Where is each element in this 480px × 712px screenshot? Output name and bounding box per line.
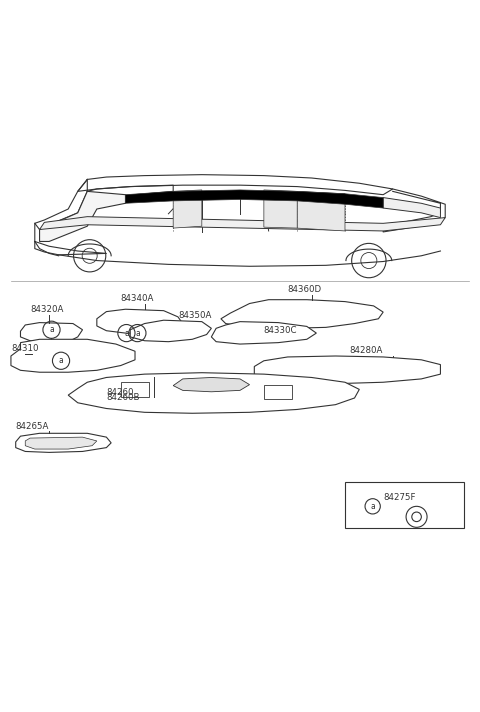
Text: a: a — [370, 502, 375, 511]
Text: 84330C: 84330C — [264, 325, 298, 335]
Text: 84310: 84310 — [11, 344, 38, 353]
Polygon shape — [120, 382, 149, 397]
Text: 84275F: 84275F — [383, 493, 416, 501]
Text: 84260B: 84260B — [107, 393, 140, 402]
Polygon shape — [173, 190, 202, 228]
Text: 84260: 84260 — [107, 387, 134, 397]
Polygon shape — [264, 190, 297, 228]
Polygon shape — [264, 384, 292, 399]
FancyBboxPatch shape — [345, 483, 464, 528]
Polygon shape — [254, 356, 441, 384]
Polygon shape — [11, 340, 135, 372]
Polygon shape — [125, 190, 383, 208]
Polygon shape — [25, 437, 97, 449]
Polygon shape — [221, 300, 383, 328]
Text: a: a — [59, 356, 63, 365]
Polygon shape — [383, 197, 441, 218]
Polygon shape — [39, 192, 125, 241]
Polygon shape — [97, 309, 183, 333]
Polygon shape — [211, 322, 316, 344]
Text: 84350A: 84350A — [178, 311, 211, 320]
Polygon shape — [297, 192, 345, 231]
Text: 84340A: 84340A — [120, 293, 154, 303]
Polygon shape — [16, 434, 111, 452]
Text: 84265A: 84265A — [16, 422, 49, 431]
Polygon shape — [21, 323, 83, 342]
Polygon shape — [130, 320, 211, 342]
Text: a: a — [124, 329, 129, 337]
Polygon shape — [173, 377, 250, 392]
Text: a: a — [135, 329, 140, 337]
Polygon shape — [39, 216, 445, 231]
Text: 84320A: 84320A — [30, 305, 63, 315]
Text: 84280A: 84280A — [350, 346, 383, 355]
Text: 84360D: 84360D — [288, 285, 322, 294]
Text: a: a — [49, 325, 54, 334]
Polygon shape — [68, 372, 360, 413]
